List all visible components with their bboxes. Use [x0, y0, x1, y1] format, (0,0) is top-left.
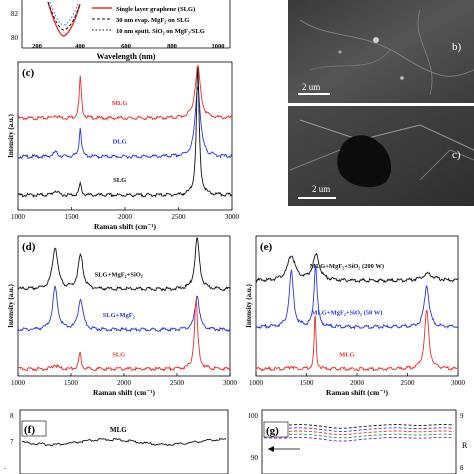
- transmittance-curve: [263, 424, 454, 429]
- y-tick-label-right: 8: [460, 464, 464, 472]
- panel-label-f: (f): [24, 424, 35, 436]
- series-label: MLG+MgF₂+SiO₂ (50 W): [311, 309, 382, 316]
- x-tick-label: 1000: [11, 379, 26, 387]
- transmittance-curve: [263, 433, 454, 439]
- series-label: SLG: [112, 351, 125, 358]
- plot-frame: [255, 235, 459, 377]
- slg-transmittance-curve: [47, 1, 81, 37]
- raman-chart: 1000 1500 2000 2500 3000 Raman shift (cm⁻¹) In…: [245, 235, 466, 397]
- x-tick-label: 1000: [212, 43, 225, 50]
- arrow-icon: [268, 446, 274, 452]
- y-tick-label: 82: [11, 10, 19, 18]
- transmittance-panel: 82 80 Single layer graphene (SLG) 30 nm …: [11, 0, 231, 61]
- scale-bar-label: 2 um: [302, 82, 320, 92]
- y-tick-label: 8: [10, 412, 14, 420]
- raman-chart: 1000 1500 2000 2500 3000 Raman shift (cm⁻¹) In…: [7, 235, 238, 397]
- legend-entry: 30 nm evap. MgF₂ on SLG: [116, 17, 189, 24]
- x-tick-label: 1500: [64, 379, 79, 387]
- panel-label: (e): [260, 241, 273, 253]
- panel-label: (c): [22, 67, 35, 79]
- series-label: MLG: [112, 100, 128, 107]
- series-line: [17, 299, 231, 372]
- panel-label: (d): [22, 241, 36, 253]
- x-tick-label: 2500: [170, 379, 185, 387]
- legend-entry: Single layer graphene (SLG): [116, 6, 195, 13]
- series-line: [17, 64, 233, 122]
- series-line: [255, 252, 459, 284]
- x-axis-title: Raman shift (cm⁻¹): [93, 388, 156, 397]
- x-axis-title: Raman shift (cm⁻¹): [94, 222, 157, 231]
- x-axis-title: Wavelength (nm): [97, 52, 156, 61]
- y-tick-label: 80: [11, 34, 19, 42]
- legend: Single layer graphene (SLG) 30 nm evap. …: [92, 6, 205, 35]
- y-tick-label: 7: [10, 438, 14, 446]
- mgf2-transmittance-curve: [47, 1, 81, 31]
- x-tick-label: 1500: [300, 379, 315, 387]
- x-tick-label: 2000: [118, 213, 133, 221]
- series-line: [17, 67, 233, 198]
- series-line: [255, 310, 459, 372]
- transmittance-curve: [263, 430, 454, 436]
- transmittance-curve: [263, 427, 454, 432]
- x-tick-label: 3000: [225, 213, 240, 221]
- x-tick-label: 2500: [172, 213, 187, 221]
- panel-label-g: (g): [266, 425, 279, 437]
- series-label: DLG: [113, 138, 127, 145]
- panel-label-c: c): [452, 149, 461, 161]
- series-label: SLG+MgF₂+SiO₂: [95, 272, 143, 279]
- sem-panel-c: c) 2 um: [288, 106, 474, 206]
- y-tick-label: 100: [248, 412, 259, 420]
- series-label: MLG: [110, 426, 127, 434]
- sem-panel-b: b) 2 um: [288, 0, 474, 103]
- y-tick-label: 90: [251, 454, 259, 462]
- raman-chart: 1000 1500 2000 2500 3000 Raman shift (cm⁻¹) In…: [7, 61, 240, 231]
- series-line: [17, 237, 231, 292]
- panel-f: 8 7 - (f) MLG: [4, 409, 229, 474]
- y-axis-title: Intensity (a.u.): [7, 283, 15, 327]
- x-tick-label: 200: [32, 43, 42, 50]
- x-tick-label: 2000: [117, 379, 132, 387]
- x-axis-title: Raman shift (cm⁻¹): [326, 388, 389, 397]
- sem-image-b: [288, 0, 474, 103]
- y-tick-label: -: [4, 466, 6, 472]
- series-label: SLG+MgF₂: [103, 312, 135, 319]
- right-axis-letter: R: [462, 441, 468, 450]
- x-tick-label: 800: [167, 43, 177, 50]
- y-axis-title: Intensity (a.u.): [245, 283, 253, 327]
- x-tick-label: 1000: [11, 213, 26, 221]
- series-line: [17, 285, 231, 333]
- series-label: MLG: [339, 351, 355, 358]
- mlg-sheet-curve: [21, 438, 227, 447]
- series-line: [255, 265, 459, 330]
- series-label: SLG: [113, 177, 126, 184]
- x-tick-label: 1500: [65, 213, 80, 221]
- x-tick-label: 3000: [223, 379, 238, 387]
- y-axis-title: Intensity (a.u.): [7, 113, 15, 157]
- sio2-transmittance-curve: [49, 1, 79, 26]
- x-tick-label: 2000: [350, 379, 365, 387]
- x-tick-label: 600: [121, 43, 131, 50]
- transmittance-curve: [263, 436, 454, 442]
- panel-g: 100 90 9 8 R (g): [248, 409, 468, 474]
- x-tick-label: 400: [75, 43, 85, 50]
- panel-label-b: b): [452, 41, 462, 53]
- y-tick-label-right: 9: [460, 412, 464, 420]
- transmittance-curves: [263, 424, 454, 442]
- legend-entry: 10 nm sputt. SiO₂ on MgF₂/SLG: [116, 28, 205, 35]
- x-tick-label: 1000: [249, 379, 264, 387]
- x-tick-label: 3000: [451, 379, 466, 387]
- dark-domain: [337, 135, 392, 188]
- series-label: MLG+MgF₂+SiO₂ (200 W): [310, 263, 384, 270]
- scale-bar-label: 2 um: [312, 184, 330, 194]
- raman-panels: 1000 1500 2000 2500 3000 Raman shift (cm⁻¹) In…: [7, 61, 466, 397]
- x-tick-label: 2500: [401, 379, 416, 387]
